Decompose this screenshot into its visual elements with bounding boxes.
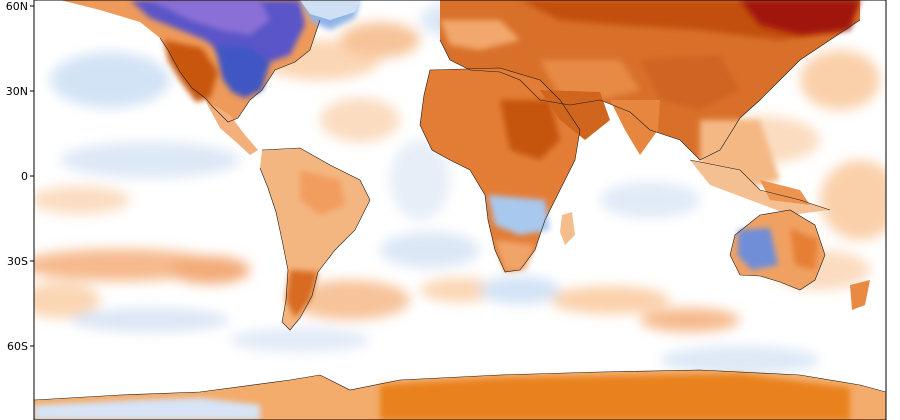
landmass-antarctica [34,370,886,420]
landmass-africa [420,68,580,272]
lat-tick-label: 30N [6,85,28,98]
lat-tick-label: 0 [21,170,28,183]
landmass-south-asia [540,90,660,155]
landmass-north-america [60,0,360,155]
lat-tick-label: 30S [7,255,28,268]
ocean-anomaly-field [34,2,886,374]
coastlines [34,19,886,401]
latitude-axis: 60N 30N 0 30S 60S [6,0,34,353]
plot-frame [33,0,887,420]
landmass-maritime-asia [690,160,830,215]
landmass-australia [730,210,870,310]
lat-tick-label: 60N [6,0,28,13]
lat-tick-label: 60S [7,340,28,353]
landmass-south-america [260,148,370,330]
landmass-greenland [300,0,360,20]
